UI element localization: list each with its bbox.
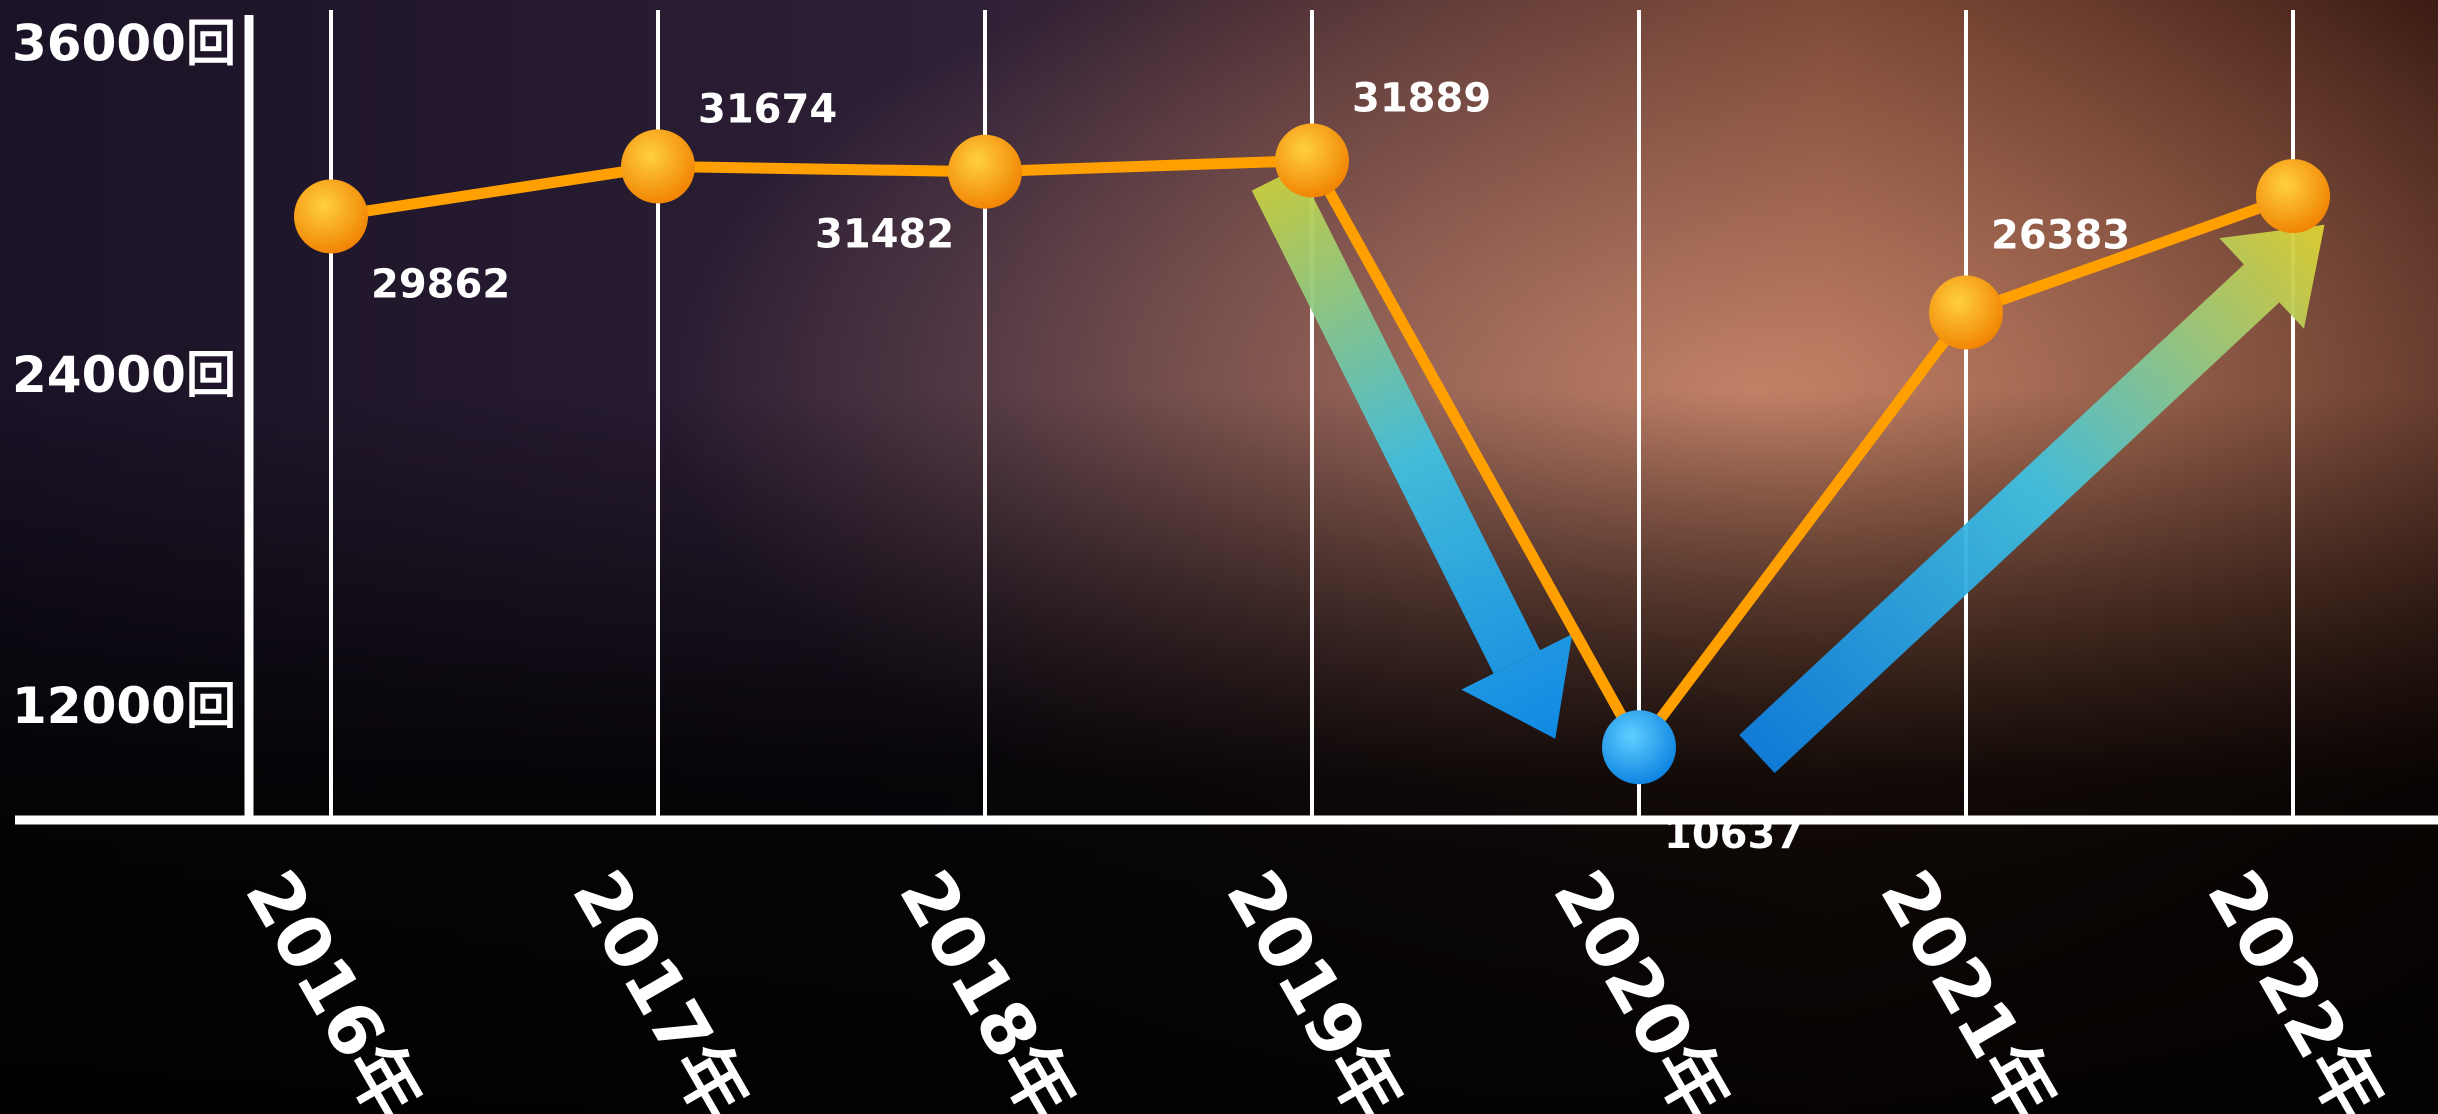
page: 12000回24000回36000回2016年2017年2018年2019年20…	[0, 0, 2438, 1114]
y-tick-label: 36000回	[12, 15, 236, 73]
data-point	[948, 135, 1022, 209]
value-label: 31889	[1352, 75, 1491, 121]
value-label: 31674	[698, 86, 837, 132]
data-point	[621, 129, 695, 203]
data-point	[1929, 275, 2003, 349]
value-label: 26383	[1991, 212, 2130, 258]
y-tick-label: 12000回	[12, 677, 236, 735]
data-point	[1602, 710, 1676, 784]
data-point	[294, 179, 368, 253]
chart: 12000回24000回36000回2016年2017年2018年2019年20…	[0, 0, 2438, 1114]
data-point	[2256, 159, 2330, 233]
data-point	[1275, 123, 1349, 197]
y-tick-label: 24000回	[12, 346, 236, 404]
value-label: 31482	[815, 212, 954, 258]
value-label: 29862	[371, 261, 510, 307]
value-label: 10637	[1664, 812, 1803, 858]
